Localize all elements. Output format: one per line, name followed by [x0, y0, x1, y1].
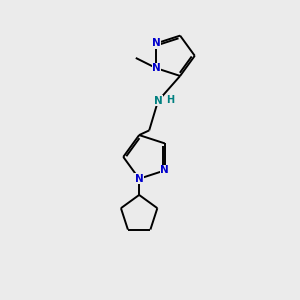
Text: N: N	[135, 174, 143, 184]
Text: H: H	[166, 95, 174, 105]
Text: N: N	[154, 96, 162, 106]
Text: N: N	[152, 38, 161, 48]
Text: N: N	[152, 63, 161, 73]
Text: N: N	[160, 165, 169, 176]
